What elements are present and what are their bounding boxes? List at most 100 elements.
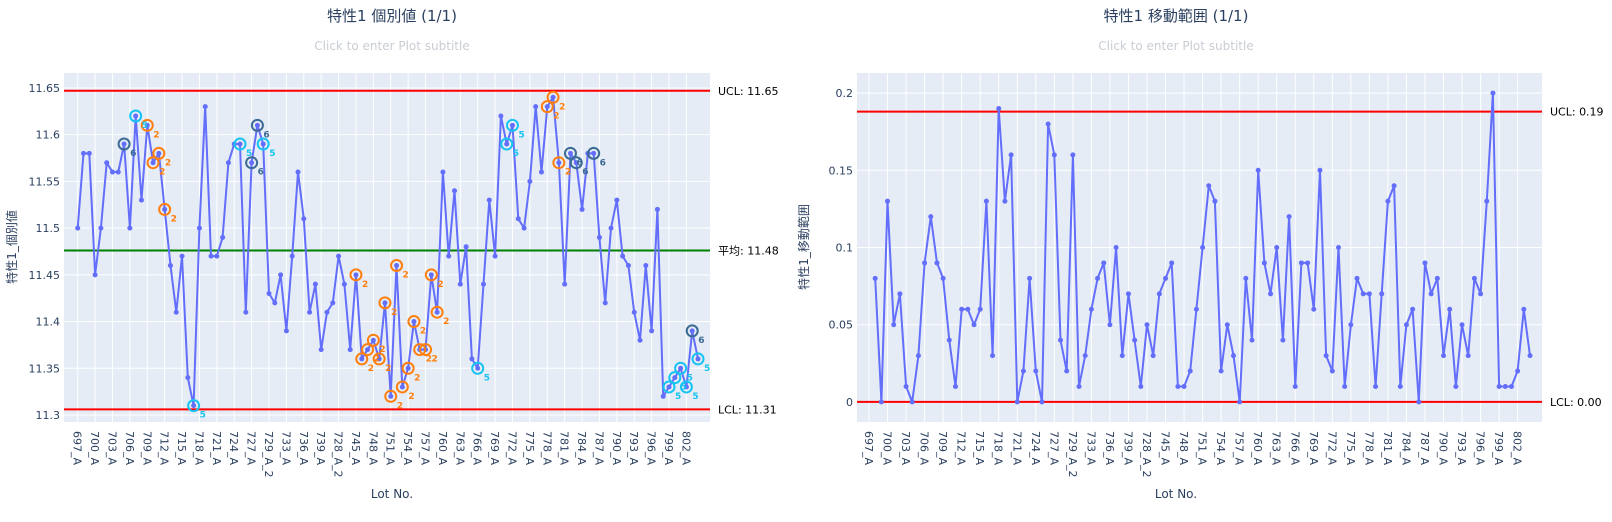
data-point [1169,260,1175,266]
data-point [307,309,313,315]
x-tick-label: 739_A [1121,431,1134,465]
data-point [1515,368,1521,374]
x-tick-label: 769_A [1307,431,1320,465]
data-point [1107,322,1113,328]
data-point [249,160,255,166]
rule-5-label: 5 [200,411,206,421]
rule-2-label: 2 [565,168,571,178]
y-tick-label: 11.35 [29,362,61,375]
rule-2-label: 2 [379,345,385,355]
rule-5-label: 5 [687,373,693,383]
x-tick-label: 784_A [575,431,588,465]
data-point [1002,198,1008,204]
data-point [481,281,487,287]
ucl-label: UCL: 11.65 [718,85,779,98]
rule-2-violation-marker [384,389,398,403]
y-tick-label: 11.45 [29,269,61,282]
y-tick-label: 0.2 [836,87,854,100]
data-point [1527,353,1533,359]
data-point [1447,306,1453,312]
data-point [1403,322,1409,328]
chart-subtitle[interactable]: Click to enter Plot subtitle [314,39,469,53]
mean-label: 平均: 11.48 [718,245,779,258]
x-tick-label: 751_A [1196,431,1209,465]
data-point [428,272,434,278]
data-point [915,353,921,359]
y-tick-label: 11.5 [36,222,61,235]
data-point [1335,245,1341,250]
rule-5-violation-marker [187,399,201,413]
x-tick-label: 760_A [1251,431,1264,465]
data-point [162,206,168,212]
data-point [1354,275,1360,281]
x-tick-label: 793_A [627,431,640,465]
x-tick-label: 700_A [88,431,101,465]
data-point [1113,245,1119,250]
data-point [399,384,405,390]
rule-2-label: 2 [426,355,432,365]
rule-2-label: 2 [385,364,391,374]
data-point [666,384,672,390]
x-tick-label: 721_A [210,431,223,465]
data-point [538,169,544,175]
lcl-label: LCL: 0.00 [1550,396,1602,409]
data-point [614,197,620,203]
data-point [115,169,121,175]
x-tick-label: 739_A [314,431,327,465]
data-point [1385,198,1391,204]
data-point [446,253,452,259]
y-axis-title: 特性1_個別値 [4,210,19,284]
x-tick-label: 781_A [1381,431,1394,465]
rule-2-violation-marker [366,333,380,347]
data-point [878,399,884,405]
x-tick-label: 703_A [105,431,118,465]
data-point [1206,183,1212,189]
x-tick-label: 712_A [158,431,171,465]
rule-5-violation-marker [679,380,693,394]
data-point [977,306,983,312]
data-point [498,113,504,119]
data-point [1218,368,1224,374]
data-point [167,262,173,268]
data-point [394,262,400,268]
data-point [1150,353,1156,359]
x-tick-label: 748_A [366,431,379,465]
data-point [1366,291,1372,297]
rule-5-label: 5 [704,364,710,374]
y-tick-label: 0.1 [836,242,854,255]
x-tick-label: 727_A [1047,431,1060,465]
data-point [301,216,307,222]
data-point [260,141,266,147]
rule-5-label: 5 [246,149,252,159]
data-point [1268,291,1274,297]
y-tick-label: 0.05 [829,319,854,332]
rule-6-violation-marker [563,146,577,160]
data-point [1095,275,1101,281]
data-point [237,141,243,147]
data-point [463,244,469,250]
data-point [121,141,127,147]
data-point [1397,383,1403,389]
data-point [637,337,643,343]
data-point [127,225,133,231]
data-point [1261,260,1267,266]
data-point [196,225,202,231]
data-point [1521,306,1527,312]
data-point [1175,383,1181,389]
data-point [1064,368,1070,374]
data-point [173,309,179,315]
rule-2-violation-marker [424,268,438,282]
data-point [1138,383,1144,389]
data-point [1181,383,1187,389]
data-point [567,150,573,156]
chart-subtitle[interactable]: Click to enter Plot subtitle [1098,39,1253,53]
rule-2-label: 2 [153,130,159,140]
data-point [150,160,156,166]
data-point [283,328,289,334]
rule-5-label: 5 [692,392,698,402]
data-point [214,253,220,259]
data-point [649,328,655,334]
data-point [104,160,110,166]
data-point [1082,353,1088,359]
data-point [1249,337,1255,343]
